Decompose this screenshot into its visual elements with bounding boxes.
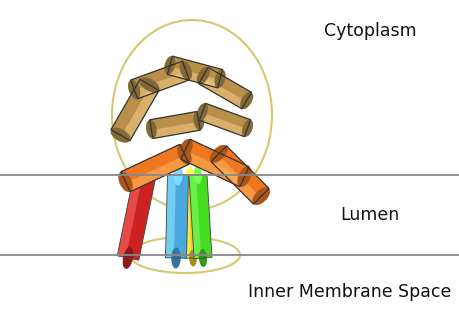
Polygon shape: [181, 175, 201, 258]
Polygon shape: [111, 79, 159, 141]
Ellipse shape: [240, 92, 252, 109]
Ellipse shape: [139, 77, 159, 92]
Ellipse shape: [118, 171, 133, 192]
Ellipse shape: [123, 247, 133, 269]
Ellipse shape: [237, 167, 251, 187]
Polygon shape: [189, 175, 201, 259]
Ellipse shape: [140, 164, 150, 186]
Polygon shape: [199, 113, 246, 137]
Ellipse shape: [146, 120, 157, 139]
Polygon shape: [211, 146, 269, 204]
Polygon shape: [134, 72, 189, 99]
Ellipse shape: [189, 249, 196, 267]
Polygon shape: [165, 175, 188, 258]
Ellipse shape: [164, 56, 175, 75]
Ellipse shape: [178, 139, 192, 159]
Ellipse shape: [171, 248, 180, 269]
Text: Cytoplasm: Cytoplasm: [323, 22, 415, 40]
Text: Lumen: Lumen: [340, 206, 399, 224]
Polygon shape: [181, 175, 191, 258]
Polygon shape: [180, 150, 243, 187]
Polygon shape: [126, 155, 189, 192]
Ellipse shape: [241, 120, 252, 137]
Polygon shape: [199, 103, 250, 137]
Ellipse shape: [209, 145, 227, 163]
Polygon shape: [121, 86, 159, 141]
Polygon shape: [167, 66, 219, 88]
Polygon shape: [198, 67, 251, 109]
Ellipse shape: [252, 187, 269, 205]
Ellipse shape: [186, 167, 193, 183]
Polygon shape: [130, 61, 189, 99]
Text: Inner Membrane Space: Inner Membrane Space: [248, 283, 451, 301]
Polygon shape: [211, 155, 260, 204]
Polygon shape: [189, 174, 212, 259]
Polygon shape: [117, 173, 156, 260]
Polygon shape: [165, 175, 175, 258]
Ellipse shape: [194, 166, 202, 184]
Polygon shape: [151, 122, 200, 139]
Ellipse shape: [128, 80, 140, 99]
Polygon shape: [198, 76, 246, 109]
Ellipse shape: [110, 128, 130, 143]
Ellipse shape: [198, 249, 207, 267]
Polygon shape: [167, 56, 222, 88]
Polygon shape: [180, 139, 249, 187]
Ellipse shape: [196, 67, 209, 84]
Ellipse shape: [179, 61, 191, 80]
Ellipse shape: [196, 103, 207, 121]
Ellipse shape: [173, 165, 182, 186]
Ellipse shape: [177, 144, 191, 165]
Polygon shape: [117, 173, 143, 258]
Ellipse shape: [193, 111, 204, 130]
Ellipse shape: [214, 69, 225, 88]
Polygon shape: [121, 144, 189, 192]
Polygon shape: [149, 111, 200, 139]
